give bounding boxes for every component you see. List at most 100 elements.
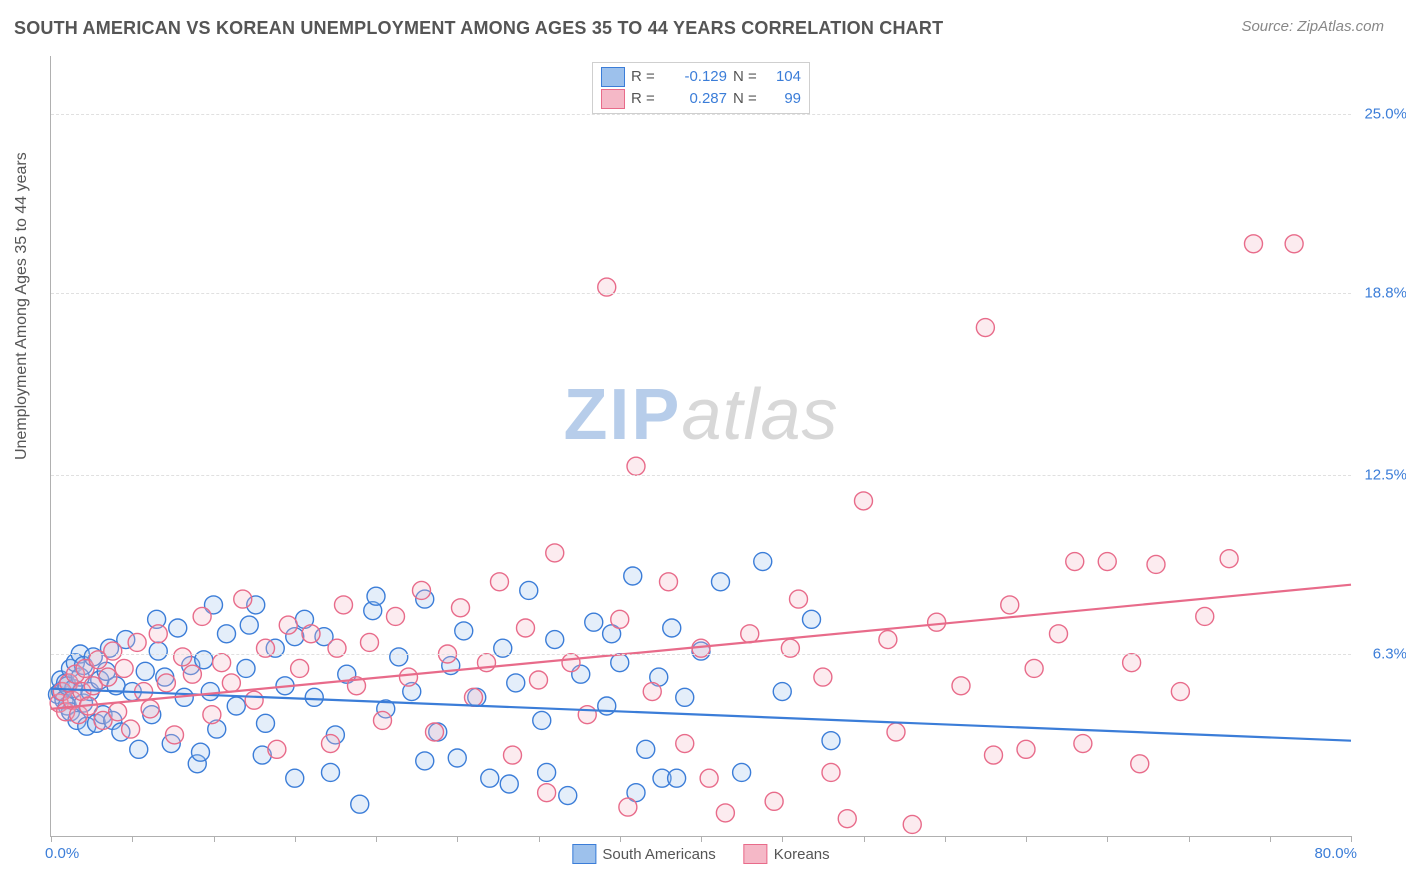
data-point (538, 784, 556, 802)
data-point (700, 769, 718, 787)
data-point (668, 769, 686, 787)
data-point (754, 553, 772, 571)
data-point (952, 677, 970, 695)
data-point (822, 732, 840, 750)
gridline (51, 475, 1351, 476)
data-point (611, 610, 629, 628)
x-tick-mark (376, 836, 377, 842)
data-point (237, 659, 255, 677)
data-point (240, 616, 258, 634)
data-point (192, 743, 210, 761)
x-tick-max: 80.0% (1314, 845, 1357, 862)
data-point (193, 607, 211, 625)
data-point (351, 795, 369, 813)
data-point (1001, 596, 1019, 614)
n-label: N = (733, 66, 759, 88)
data-point (660, 573, 678, 591)
data-point (169, 619, 187, 637)
data-point (268, 740, 286, 758)
data-point (203, 706, 221, 724)
data-point (1025, 659, 1043, 677)
data-point (879, 631, 897, 649)
data-point (985, 746, 1003, 764)
data-point (183, 665, 201, 683)
legend-label-0: South Americans (602, 846, 715, 863)
data-point (136, 662, 154, 680)
x-tick-min: 0.0% (45, 845, 79, 862)
data-point (611, 654, 629, 672)
x-tick-mark (1026, 836, 1027, 842)
x-tick-mark (51, 836, 52, 842)
data-point (413, 581, 431, 599)
x-tick-mark (782, 836, 783, 842)
data-point (218, 625, 236, 643)
data-point (676, 735, 694, 753)
data-point (1017, 740, 1035, 758)
y-tick-label: 18.8% (1357, 284, 1406, 301)
data-point (619, 798, 637, 816)
data-point (286, 769, 304, 787)
r-value-0: -0.129 (667, 66, 727, 88)
y-axis-label: Unemployment Among Ages 35 to 44 years (13, 152, 31, 460)
data-point (504, 746, 522, 764)
data-point (928, 613, 946, 631)
data-point (491, 573, 509, 591)
data-point (546, 544, 564, 562)
data-point (234, 590, 252, 608)
trend-line (51, 689, 1351, 741)
data-point (838, 810, 856, 828)
legend-item-0: South Americans (572, 844, 715, 864)
data-point (1098, 553, 1116, 571)
data-point (115, 659, 133, 677)
data-point (1123, 654, 1141, 672)
data-point (643, 683, 661, 701)
gridline (51, 114, 1351, 115)
data-point (335, 596, 353, 614)
legend-swatch-1 (744, 844, 768, 864)
data-point (976, 319, 994, 337)
data-point (448, 749, 466, 767)
chart-svg (51, 56, 1351, 836)
n-value-1: 99 (765, 88, 801, 110)
x-tick-mark (701, 836, 702, 842)
r-value-1: 0.287 (667, 88, 727, 110)
data-point (637, 740, 655, 758)
data-point (245, 691, 263, 709)
x-tick-mark (1189, 836, 1190, 842)
data-point (712, 573, 730, 591)
data-point (790, 590, 808, 608)
data-point (367, 587, 385, 605)
data-point (1196, 607, 1214, 625)
x-tick-mark (457, 836, 458, 842)
data-point (676, 688, 694, 706)
data-point (500, 775, 518, 793)
y-tick-label: 12.5% (1357, 466, 1406, 483)
data-point (578, 706, 596, 724)
data-point (627, 457, 645, 475)
x-tick-mark (620, 836, 621, 842)
r-label: R = (631, 66, 661, 88)
data-point (99, 668, 117, 686)
data-point (1171, 683, 1189, 701)
swatch-series-1 (601, 89, 625, 109)
data-point (279, 616, 297, 634)
data-point (166, 726, 184, 744)
data-point (814, 668, 832, 686)
data-point (455, 622, 473, 640)
chart-title: SOUTH AMERICAN VS KOREAN UNEMPLOYMENT AM… (14, 18, 943, 39)
data-point (222, 674, 240, 692)
stats-row-series-0: R = -0.129 N = 104 (601, 66, 801, 88)
data-point (585, 613, 603, 631)
data-point (104, 642, 122, 660)
data-point (903, 815, 921, 833)
data-point (663, 619, 681, 637)
x-tick-mark (1107, 836, 1108, 842)
legend-label-1: Koreans (774, 846, 830, 863)
data-point (400, 668, 418, 686)
correlation-stats-box: R = -0.129 N = 104 R = 0.287 N = 99 (592, 62, 810, 114)
y-tick-label: 25.0% (1357, 105, 1406, 122)
data-point (149, 625, 167, 643)
x-tick-mark (1351, 836, 1352, 842)
data-point (109, 703, 127, 721)
data-point (546, 631, 564, 649)
